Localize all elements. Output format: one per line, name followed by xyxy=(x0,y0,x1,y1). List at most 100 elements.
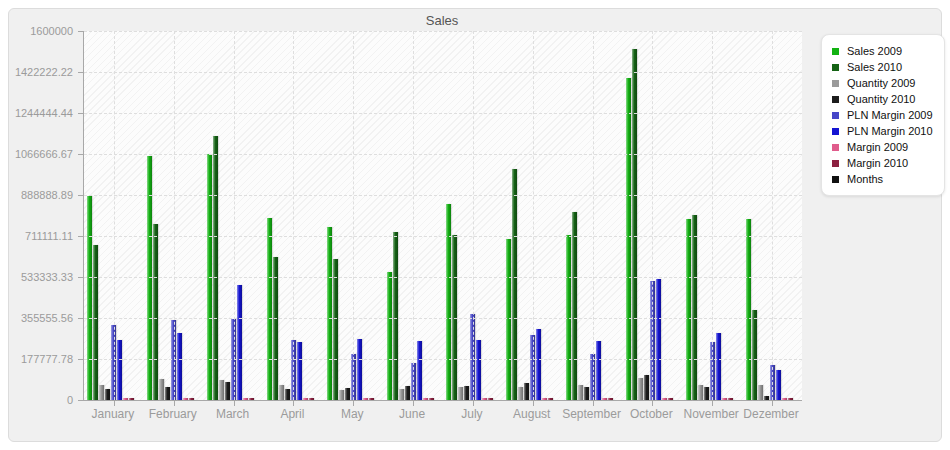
bar-quantity-2010-dezember[interactable] xyxy=(764,396,769,400)
bar-sales-2010-dezember[interactable] xyxy=(752,310,757,400)
bar-pln-margin-2010-october[interactable] xyxy=(656,279,661,400)
bar-sales-2009-june[interactable] xyxy=(387,272,392,400)
bar-pln-margin-2010-november[interactable] xyxy=(716,333,721,400)
bar-quantity-2010-october[interactable] xyxy=(644,375,649,400)
bar-quantity-2010-january[interactable] xyxy=(105,389,110,400)
y-axis-tick-label: 1422222.22 xyxy=(15,66,73,78)
bar-margin-2009-february[interactable] xyxy=(183,398,188,400)
bar-sales-2010-october[interactable] xyxy=(632,49,637,400)
bar-margin-2010-september[interactable] xyxy=(608,398,613,400)
bar-sales-2010-august[interactable] xyxy=(512,169,517,400)
bar-quantity-2010-february[interactable] xyxy=(165,387,170,400)
v-gridline xyxy=(114,31,115,400)
bar-margin-2010-october[interactable] xyxy=(668,398,673,400)
bar-margin-2009-july[interactable] xyxy=(482,398,487,400)
bar-quantity-2009-october[interactable] xyxy=(638,378,643,400)
bar-sales-2010-november[interactable] xyxy=(692,215,697,400)
bar-margin-2009-april[interactable] xyxy=(303,398,308,400)
bar-quantity-2009-september[interactable] xyxy=(578,385,583,400)
bar-pln-margin-2010-april[interactable] xyxy=(297,342,302,400)
bar-margin-2009-march[interactable] xyxy=(243,398,248,400)
bar-pln-margin-2010-february[interactable] xyxy=(177,333,182,400)
bar-quantity-2010-march[interactable] xyxy=(225,382,230,400)
bar-margin-2010-april[interactable] xyxy=(309,398,314,400)
legend-label: Quantity 2009 xyxy=(847,77,916,89)
bar-margin-2009-november[interactable] xyxy=(722,398,727,400)
bar-pln-margin-2010-march[interactable] xyxy=(237,285,242,400)
bar-quantity-2009-february[interactable] xyxy=(159,379,164,400)
bar-pln-margin-2010-january[interactable] xyxy=(117,340,122,400)
legend-item-quantity-2010[interactable]: Quantity 2010 xyxy=(832,91,934,107)
bar-sales-2009-august[interactable] xyxy=(506,239,511,400)
legend-item-margin-2010[interactable]: Margin 2010 xyxy=(832,155,934,171)
y-axis-tick xyxy=(78,113,83,114)
bar-margin-2010-june[interactable] xyxy=(429,398,434,400)
bar-margin-2010-january[interactable] xyxy=(129,398,134,400)
bar-margin-2010-march[interactable] xyxy=(249,398,254,400)
bar-sales-2009-may[interactable] xyxy=(327,227,332,400)
legend-item-margin-2009[interactable]: Margin 2009 xyxy=(832,139,934,155)
bar-margin-2010-may[interactable] xyxy=(369,398,374,400)
bar-sales-2010-january[interactable] xyxy=(93,245,98,400)
bar-sales-2010-september[interactable] xyxy=(572,212,577,400)
bar-pln-margin-2010-dezember[interactable] xyxy=(776,370,781,400)
bar-pln-margin-2010-september[interactable] xyxy=(596,341,601,400)
legend-label: Quantity 2010 xyxy=(847,93,916,105)
legend-item-months[interactable]: Months xyxy=(832,171,934,187)
bar-sales-2010-june[interactable] xyxy=(393,232,398,400)
bar-quantity-2010-july[interactable] xyxy=(464,386,469,400)
bar-quantity-2009-july[interactable] xyxy=(458,387,463,400)
bar-quantity-2009-dezember[interactable] xyxy=(758,385,763,400)
bar-quantity-2009-may[interactable] xyxy=(339,390,344,400)
bar-quantity-2010-september[interactable] xyxy=(584,387,589,400)
bar-margin-2010-dezember[interactable] xyxy=(788,398,793,400)
bar-sales-2009-july[interactable] xyxy=(446,204,451,400)
bar-margin-2010-august[interactable] xyxy=(548,398,553,400)
bar-pln-margin-2010-july[interactable] xyxy=(476,340,481,400)
bar-quantity-2009-march[interactable] xyxy=(219,380,224,400)
bar-margin-2009-june[interactable] xyxy=(423,398,428,400)
bar-sales-2010-march[interactable] xyxy=(213,136,218,400)
legend-label: Sales 2010 xyxy=(847,61,902,73)
bar-sales-2009-january[interactable] xyxy=(87,196,92,400)
bar-quantity-2010-may[interactable] xyxy=(345,388,350,400)
bar-margin-2009-may[interactable] xyxy=(363,398,368,400)
bar-sales-2010-february[interactable] xyxy=(153,224,158,400)
bar-quantity-2009-november[interactable] xyxy=(698,385,703,400)
bar-quantity-2009-april[interactable] xyxy=(279,385,284,400)
bar-margin-2009-september[interactable] xyxy=(602,398,607,400)
legend-item-sales-2010[interactable]: Sales 2010 xyxy=(832,59,934,75)
legend-item-pln-margin-2009[interactable]: PLN Margin 2009 xyxy=(832,107,934,123)
bar-quantity-2009-june[interactable] xyxy=(399,389,404,400)
bar-sales-2009-dezember[interactable] xyxy=(746,219,751,400)
bar-quantity-2009-january[interactable] xyxy=(99,385,104,400)
bar-margin-2010-november[interactable] xyxy=(728,398,733,400)
bar-margin-2009-january[interactable] xyxy=(123,398,128,400)
bar-quantity-2010-august[interactable] xyxy=(524,383,529,400)
v-gridline xyxy=(772,31,773,400)
bar-quantity-2009-august[interactable] xyxy=(518,387,523,400)
bar-margin-2009-august[interactable] xyxy=(542,398,547,400)
bar-quantity-2010-june[interactable] xyxy=(405,386,410,400)
legend-chip-pln-margin-2009 xyxy=(832,112,839,119)
legend-item-sales-2009[interactable]: Sales 2009 xyxy=(832,43,934,59)
bar-margin-2009-october[interactable] xyxy=(662,398,667,400)
legend-item-pln-margin-2010[interactable]: PLN Margin 2010 xyxy=(832,123,934,139)
bar-quantity-2010-november[interactable] xyxy=(704,387,709,400)
bar-sales-2010-may[interactable] xyxy=(333,259,338,400)
bar-sales-2009-october[interactable] xyxy=(626,78,631,400)
bar-sales-2010-april[interactable] xyxy=(273,257,278,400)
bar-pln-margin-2010-june[interactable] xyxy=(417,341,422,400)
bar-margin-2010-february[interactable] xyxy=(189,398,194,400)
bar-margin-2010-july[interactable] xyxy=(488,398,493,400)
legend-chip-margin-2009 xyxy=(832,144,839,151)
bar-pln-margin-2010-august[interactable] xyxy=(536,329,541,400)
bar-pln-margin-2010-may[interactable] xyxy=(357,339,362,400)
bar-quantity-2010-april[interactable] xyxy=(285,389,290,400)
bar-margin-2009-dezember[interactable] xyxy=(782,398,787,400)
y-axis-tick xyxy=(78,359,83,360)
h-gridline xyxy=(84,113,802,114)
legend-item-quantity-2009[interactable]: Quantity 2009 xyxy=(832,75,934,91)
bar-sales-2009-april[interactable] xyxy=(267,218,272,400)
bar-sales-2009-november[interactable] xyxy=(686,219,691,400)
